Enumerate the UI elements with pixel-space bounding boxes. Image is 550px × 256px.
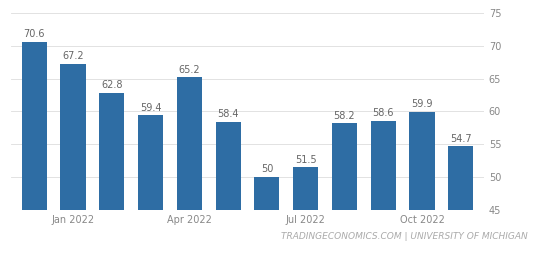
Text: 65.2: 65.2 xyxy=(179,65,200,74)
Text: 50: 50 xyxy=(261,164,273,174)
Bar xyxy=(21,42,47,210)
Text: 59.4: 59.4 xyxy=(140,103,161,113)
Text: 51.5: 51.5 xyxy=(295,155,316,165)
Text: 62.8: 62.8 xyxy=(101,80,123,90)
Bar xyxy=(448,146,474,210)
Text: 54.7: 54.7 xyxy=(450,134,471,144)
Bar xyxy=(293,167,318,210)
Bar xyxy=(99,93,124,210)
Bar xyxy=(332,123,357,210)
Bar xyxy=(371,121,396,210)
Text: 58.2: 58.2 xyxy=(334,111,355,121)
Bar xyxy=(254,177,279,210)
Text: 67.2: 67.2 xyxy=(62,51,84,61)
Bar xyxy=(60,64,86,210)
Text: 70.6: 70.6 xyxy=(24,29,45,39)
Text: 59.9: 59.9 xyxy=(411,99,433,109)
Bar xyxy=(409,112,434,210)
Text: 58.6: 58.6 xyxy=(372,108,394,118)
Bar xyxy=(177,77,202,210)
Text: 58.4: 58.4 xyxy=(217,109,239,119)
Bar xyxy=(216,122,241,210)
Bar xyxy=(138,115,163,210)
Text: TRADINGECONOMICS.COM | UNIVERSITY OF MICHIGAN: TRADINGECONOMICS.COM | UNIVERSITY OF MIC… xyxy=(281,232,528,241)
